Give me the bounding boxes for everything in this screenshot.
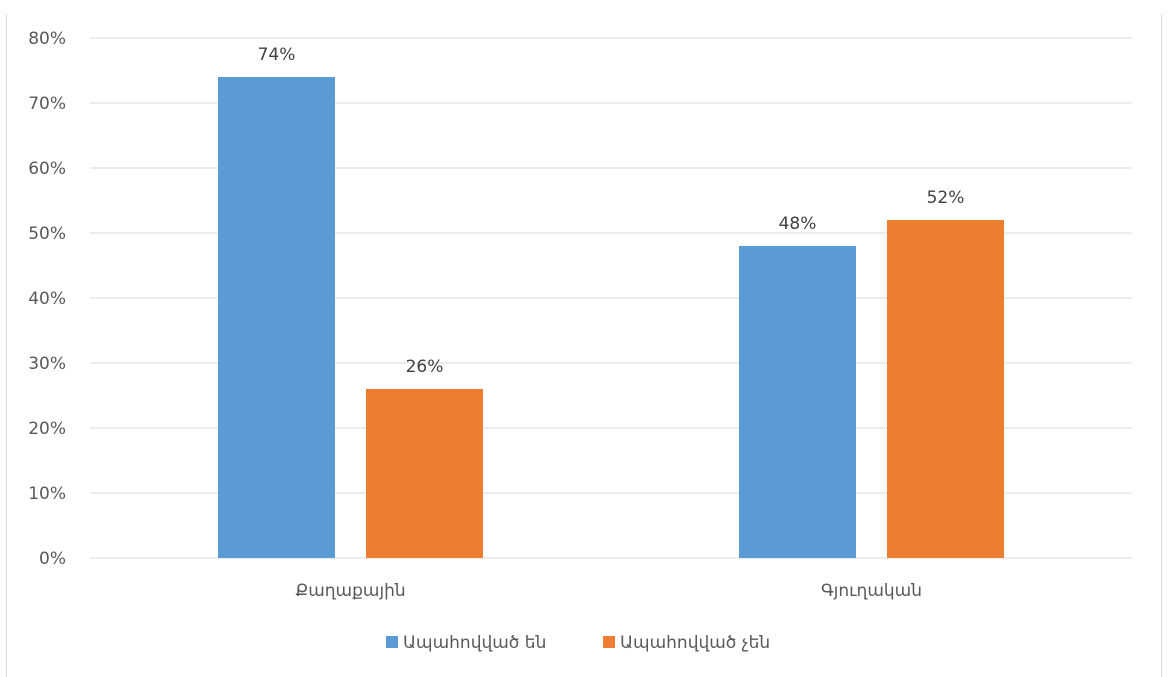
legend: Ապահովված են Ապահովված չեն	[386, 633, 770, 653]
legend-label: Ապահովված են	[403, 633, 546, 653]
bar	[739, 246, 856, 558]
x-axis-categories: Քաղաքային Գյուղական	[295, 581, 922, 601]
y-tick-label: 0%	[39, 549, 66, 569]
y-tick-label: 40%	[28, 289, 66, 309]
legend-swatch	[603, 636, 615, 648]
y-tick-label: 80%	[28, 29, 66, 49]
data-labels: 74% 26% 48% 52%	[258, 45, 965, 377]
data-label: 74%	[258, 45, 296, 65]
legend-swatch	[386, 636, 398, 648]
y-tick-label: 20%	[28, 419, 66, 439]
y-tick-label: 30%	[28, 354, 66, 374]
data-label: 48%	[779, 214, 817, 234]
y-tick-label: 10%	[28, 484, 66, 504]
y-tick-label: 50%	[28, 224, 66, 244]
legend-label: Ապահովված չեն	[620, 633, 770, 653]
data-label: 52%	[927, 188, 965, 208]
bar	[218, 77, 335, 558]
y-axis-ticks: 0% 10% 20% 30% 40% 50% 60% 70% 80%	[28, 29, 66, 569]
category-label: Քաղաքային	[295, 581, 405, 601]
bars	[218, 77, 1004, 558]
data-label: 26%	[406, 357, 444, 377]
y-tick-label: 60%	[28, 159, 66, 179]
bar	[887, 220, 1004, 558]
category-label: Գյուղական	[821, 581, 922, 601]
y-tick-label: 70%	[28, 94, 66, 114]
chart-frame	[6, 14, 1162, 677]
bar	[366, 389, 483, 558]
